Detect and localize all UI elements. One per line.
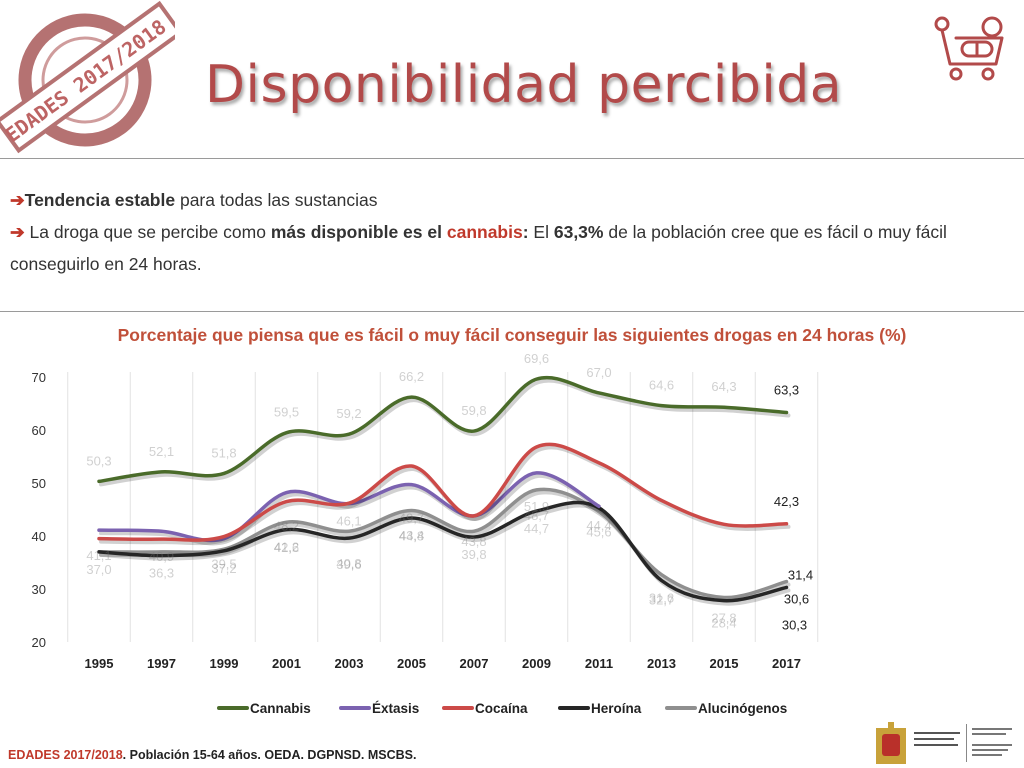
content-divider xyxy=(0,311,1024,312)
series-line-cannabis xyxy=(97,376,789,484)
arrow-icon: ➔ xyxy=(10,222,25,242)
x-tick-label: 2011 xyxy=(585,656,613,671)
data-label: 48,7 xyxy=(524,508,549,523)
data-label: 39,8 xyxy=(461,547,486,562)
series-shadow xyxy=(99,490,791,603)
data-label: 32,7 xyxy=(649,593,674,608)
data-label: 30,3 xyxy=(782,617,807,632)
legend-label: Heroína xyxy=(591,701,642,716)
data-label: 46,1 xyxy=(336,514,361,529)
data-label: 42,3 xyxy=(774,494,799,509)
bullet-list: ➔Tendencia estable para todas las sustan… xyxy=(10,184,1015,280)
data-label: 39,5 xyxy=(211,557,236,572)
data-label: 43,4 xyxy=(399,528,424,543)
data-label: 49,7 xyxy=(399,511,424,526)
x-tick-label: 2003 xyxy=(335,656,364,671)
y-tick-label: 50 xyxy=(32,476,46,491)
x-tick-label: 2005 xyxy=(397,656,426,671)
bullet-item: ➔Tendencia estable para todas las sustan… xyxy=(10,190,378,210)
data-label: 44,4 xyxy=(586,518,611,533)
source-footer: EDADES 2017/2018. Población 15-64 años. … xyxy=(8,748,417,762)
data-label: 59,2 xyxy=(336,406,361,421)
y-tick-label: 30 xyxy=(32,582,46,597)
drug-cart-icon xyxy=(934,16,1004,81)
data-label: 43,8 xyxy=(461,534,486,549)
data-label: 37,0 xyxy=(86,562,111,577)
series-shadow xyxy=(99,378,791,487)
data-label: 40,8 xyxy=(336,556,361,571)
data-label: 48,2 xyxy=(274,519,299,534)
data-label: 50,3 xyxy=(86,453,111,468)
data-label: 64,3 xyxy=(711,379,736,394)
data-label: 52,1 xyxy=(149,444,174,459)
data-label: 66,2 xyxy=(399,369,424,384)
line-chart: 20 30 40 50 60 70 1995 1997 1999 2001 2003 2005 2007… xyxy=(32,352,819,716)
edades-stamp-icon: EDADES 2017/2018 xyxy=(0,0,175,154)
data-label: 31,6 xyxy=(649,591,674,606)
x-tick-label: 2017 xyxy=(772,656,801,671)
data-label: 64,6 xyxy=(649,378,674,393)
data-label: 51,9 xyxy=(524,499,549,514)
x-tick-label: 1995 xyxy=(85,656,114,671)
data-label: 41,2 xyxy=(274,540,299,555)
data-label: 45,6 xyxy=(586,524,611,539)
series-line-cocaína xyxy=(97,442,789,542)
spain-ministry-logo xyxy=(876,722,1012,764)
page-title: Disponibilidad percibida xyxy=(205,55,843,115)
data-label: 39,6 xyxy=(336,557,361,572)
legend-label: Cocaína xyxy=(475,701,528,716)
data-label: 36,3 xyxy=(149,566,174,581)
x-tick-label: 2009 xyxy=(522,656,551,671)
x-tick-label: 2013 xyxy=(647,656,676,671)
x-tick-label: 1997 xyxy=(147,656,176,671)
data-label: 41,1 xyxy=(86,548,111,563)
data-label: 42,6 xyxy=(274,540,299,555)
header-divider xyxy=(0,158,1024,159)
data-label: 69,6 xyxy=(524,352,549,366)
data-label: 28,4 xyxy=(711,615,736,630)
legend-label: Cannabis xyxy=(250,701,311,716)
data-label: 67,0 xyxy=(586,365,611,380)
legend-label: Alucinógenos xyxy=(698,701,787,716)
data-label: 59,5 xyxy=(274,405,299,420)
x-tick-label: 2007 xyxy=(460,656,489,671)
data-label: 31,4 xyxy=(788,568,813,583)
arrow-icon: ➔ xyxy=(10,190,25,210)
series-line-heroína xyxy=(97,500,789,603)
y-tick-label: 70 xyxy=(32,370,46,385)
data-label: 59,8 xyxy=(461,403,486,418)
data-label: 51,8 xyxy=(211,445,236,460)
data-label: 37,2 xyxy=(211,561,236,576)
x-tick-label: 2001 xyxy=(272,656,301,671)
y-tick-label: 20 xyxy=(32,635,46,650)
y-tick-label: 60 xyxy=(32,423,46,438)
bullet-item: ➔ La droga que se percibe como más dispo… xyxy=(10,222,947,274)
x-tick-label: 1999 xyxy=(210,656,239,671)
data-label: 27,8 xyxy=(711,611,736,626)
y-tick-label: 40 xyxy=(32,529,46,544)
legend-label: Éxtasis xyxy=(372,701,419,716)
data-label: 40,9 xyxy=(149,549,174,564)
data-label: 44,7 xyxy=(524,521,549,536)
data-label: 44,8 xyxy=(399,529,424,544)
data-label: 30,6 xyxy=(784,592,809,607)
data-label: 63,3 xyxy=(774,383,799,398)
chart-title: Porcentaje que piensa que es fácil o muy… xyxy=(117,325,907,345)
x-tick-label: 2015 xyxy=(710,656,739,671)
